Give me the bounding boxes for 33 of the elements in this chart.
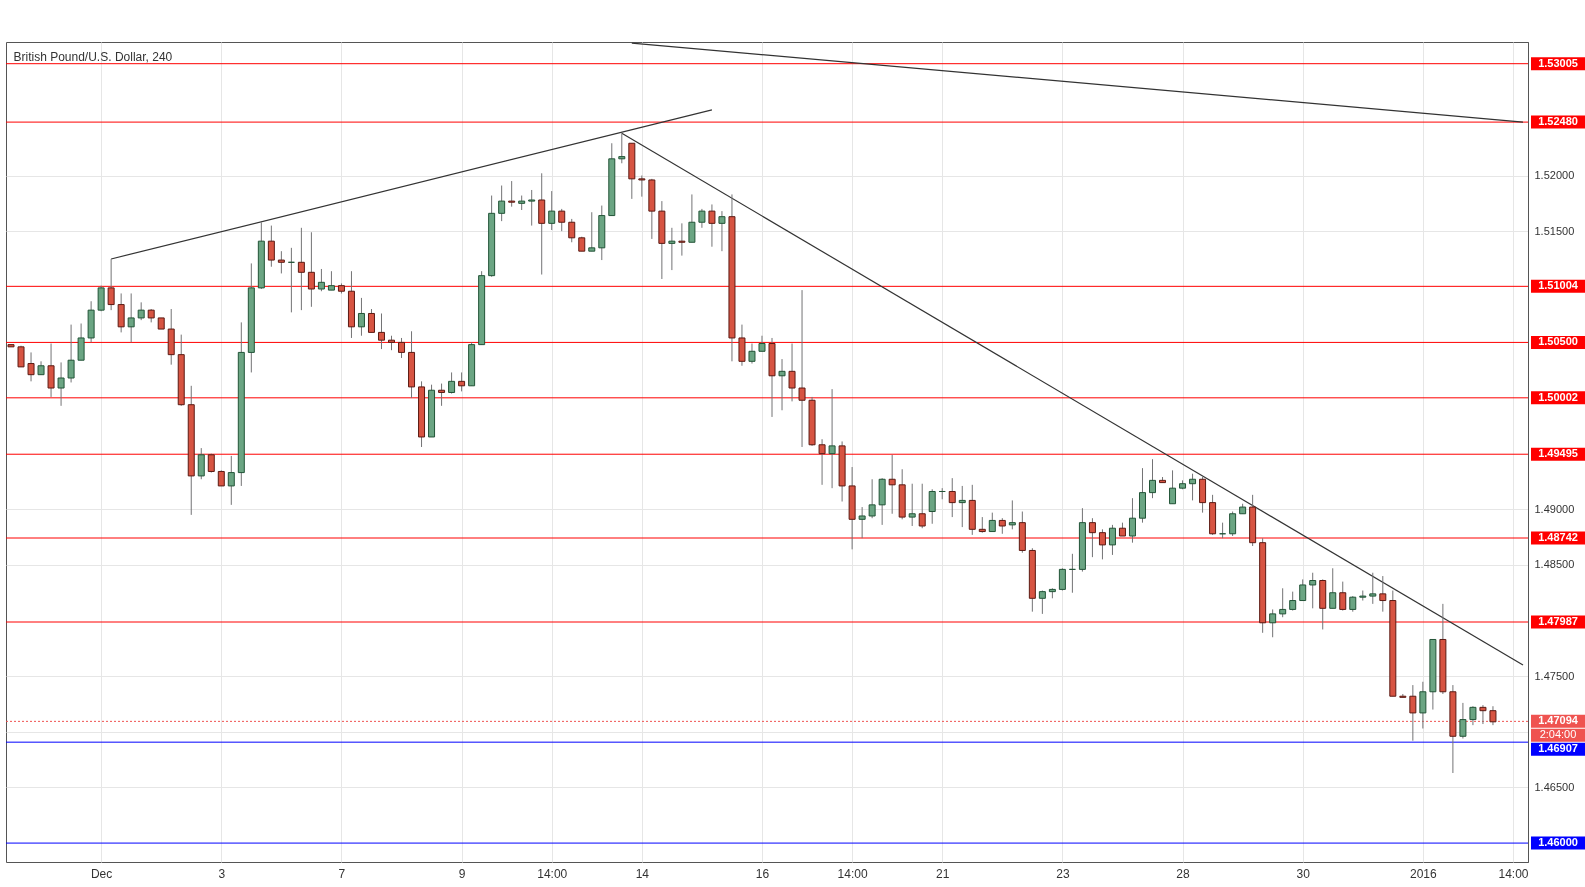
ref-line-label: 1.48742 [1538, 531, 1578, 544]
x-tick-label: 14:00 [837, 866, 868, 881]
x-tick-label: Dec [90, 866, 113, 881]
y-tick-label: 1.49000 [1534, 502, 1575, 515]
ref-line-label: 1.47094 [1538, 714, 1579, 727]
ref-line-label: 1.46000 [1538, 836, 1578, 849]
x-tick-label: 23 [1056, 866, 1070, 881]
text: British Pound/U.S. Dollar, 240 [13, 50, 173, 64]
x-tick-label: 14:00 [1498, 866, 1529, 881]
ref-line-label: 1.46907 [1538, 742, 1578, 755]
ref-line-label: 1.50002 [1538, 390, 1578, 403]
y-tick-label: 1.47500 [1534, 669, 1575, 682]
x-tick-label: 21 [936, 866, 950, 881]
y-tick-label: 1.48500 [1534, 558, 1575, 571]
ref-line-label: 1.53005 [1538, 56, 1578, 69]
ref-line-label: 1.50500 [1538, 335, 1578, 348]
ref-line-label: 1.49495 [1538, 447, 1578, 460]
x-tick-label: 7 [338, 866, 346, 881]
x-tick-label: 2016 [1410, 866, 1438, 881]
y-tick-label: 1.46500 [1534, 780, 1575, 793]
y-tick-label: 1.51500 [1534, 224, 1575, 237]
x-tick-label: 9 [458, 866, 466, 881]
x-tick-label: 14 [635, 866, 650, 881]
x-tick-label: 16 [755, 866, 770, 881]
x-tick-label: 28 [1176, 866, 1191, 881]
ref-line-label: 1.52480 [1538, 115, 1578, 128]
text: 2:04:00 [1539, 728, 1577, 741]
ref-line-label: 1.47987 [1538, 615, 1578, 628]
ref-line-label: 1.51004 [1538, 279, 1579, 292]
x-tick-label: 30 [1296, 866, 1311, 881]
x-tick-label: 14:00 [537, 866, 568, 881]
y-tick-label: 1.52000 [1534, 169, 1575, 182]
x-tick-label: 3 [218, 866, 226, 881]
